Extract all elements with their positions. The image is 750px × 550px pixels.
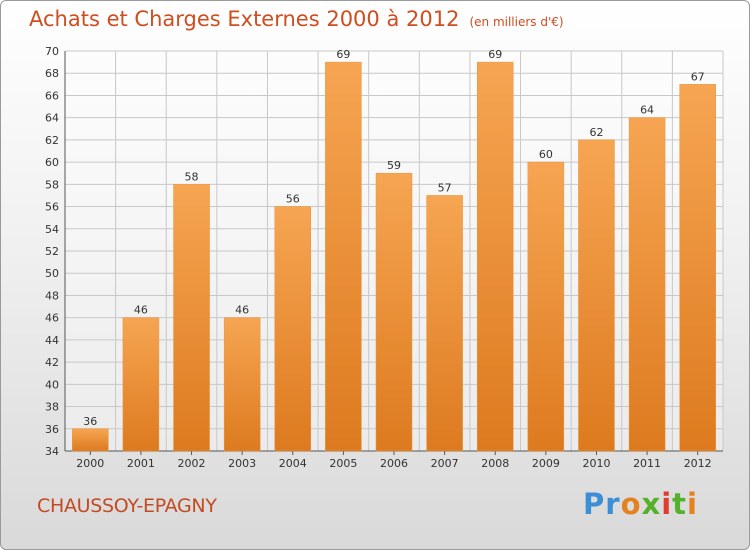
x-tick-label: 2007 [431, 457, 459, 470]
bar-layer: 36 46 58 46 56 69 59 57 69 60 62 64 67 [72, 48, 716, 452]
x-tick-label: 2009 [532, 457, 560, 470]
bar-2002 [173, 184, 210, 452]
y-tick-label: 68 [45, 67, 59, 80]
bar-2006 [375, 172, 413, 452]
chart-title: Achats et Charges Externes 2000 à 2012 (e… [29, 7, 564, 31]
unit-note: (en milliers d'€) [469, 15, 564, 29]
bar-2005 [325, 61, 362, 452]
value-label: 67 [691, 70, 705, 83]
y-tick-label: 70 [45, 45, 59, 58]
bar-2004 [274, 206, 312, 452]
y-tick-label: 52 [45, 245, 59, 258]
y-tick-label: 54 [45, 223, 59, 236]
value-label: 69 [336, 48, 350, 61]
x-tick-label: 2004 [279, 457, 307, 470]
value-label: 60 [539, 148, 553, 161]
title-text: Achats et Charges Externes 2000 à 2012 [29, 7, 460, 31]
y-tick-label: 40 [45, 378, 59, 391]
bar-2007 [426, 195, 463, 452]
bar-2008 [476, 61, 514, 452]
x-tick-label: 2003 [228, 457, 256, 470]
bar-2009 [527, 161, 565, 452]
value-label: 69 [488, 48, 502, 61]
x-tick-label: 2002 [178, 457, 206, 470]
x-tick-label: 2010 [582, 457, 610, 470]
bar-2001 [122, 317, 160, 452]
y-tick-label: 38 [45, 401, 59, 414]
bar-2011 [628, 117, 666, 452]
x-tick-label: 2001 [127, 457, 155, 470]
value-label: 64 [640, 104, 654, 117]
x-tick-label: 2006 [380, 457, 408, 470]
bar-2000 [72, 428, 109, 452]
bar-2010 [578, 139, 615, 452]
y-tick-label: 34 [45, 445, 59, 458]
y-tick-label: 46 [45, 312, 59, 325]
y-tick-label: 64 [45, 112, 59, 125]
value-label: 59 [387, 159, 401, 172]
y-tick-label: 36 [45, 423, 59, 436]
value-label: 56 [286, 193, 300, 206]
axis-layer: 34 36 38 40 42 44 46 48 50 52 54 56 58 60 62 64 66 68 70 20… [45, 45, 723, 470]
y-tick-label: 60 [45, 156, 59, 169]
y-tick-label: 42 [45, 356, 59, 369]
y-tick-label: 50 [45, 267, 59, 280]
x-tick-label: 2000 [76, 457, 104, 470]
bar-2012 [679, 84, 716, 452]
x-tick-label: 2012 [684, 457, 712, 470]
y-tick-label: 56 [45, 201, 59, 214]
x-tick-label: 2008 [481, 457, 509, 470]
x-tick-label: 2005 [329, 457, 357, 470]
proxiti-logo[interactable]: Proxiti [583, 487, 698, 521]
value-label: 46 [235, 304, 249, 317]
value-label: 57 [438, 181, 452, 194]
y-tick-label: 44 [45, 334, 59, 347]
value-label: 36 [83, 415, 97, 428]
x-tick-label: 2011 [633, 457, 661, 470]
bar-2003 [223, 317, 261, 452]
value-label: 46 [134, 304, 148, 317]
y-tick-label: 66 [45, 89, 59, 102]
commune-name: CHAUSSOY-EPAGNY [37, 495, 217, 517]
y-tick-label: 48 [45, 289, 59, 302]
y-tick-label: 62 [45, 134, 59, 147]
y-tick-label: 58 [45, 178, 59, 191]
value-label: 58 [185, 170, 199, 183]
value-label: 62 [589, 126, 603, 139]
